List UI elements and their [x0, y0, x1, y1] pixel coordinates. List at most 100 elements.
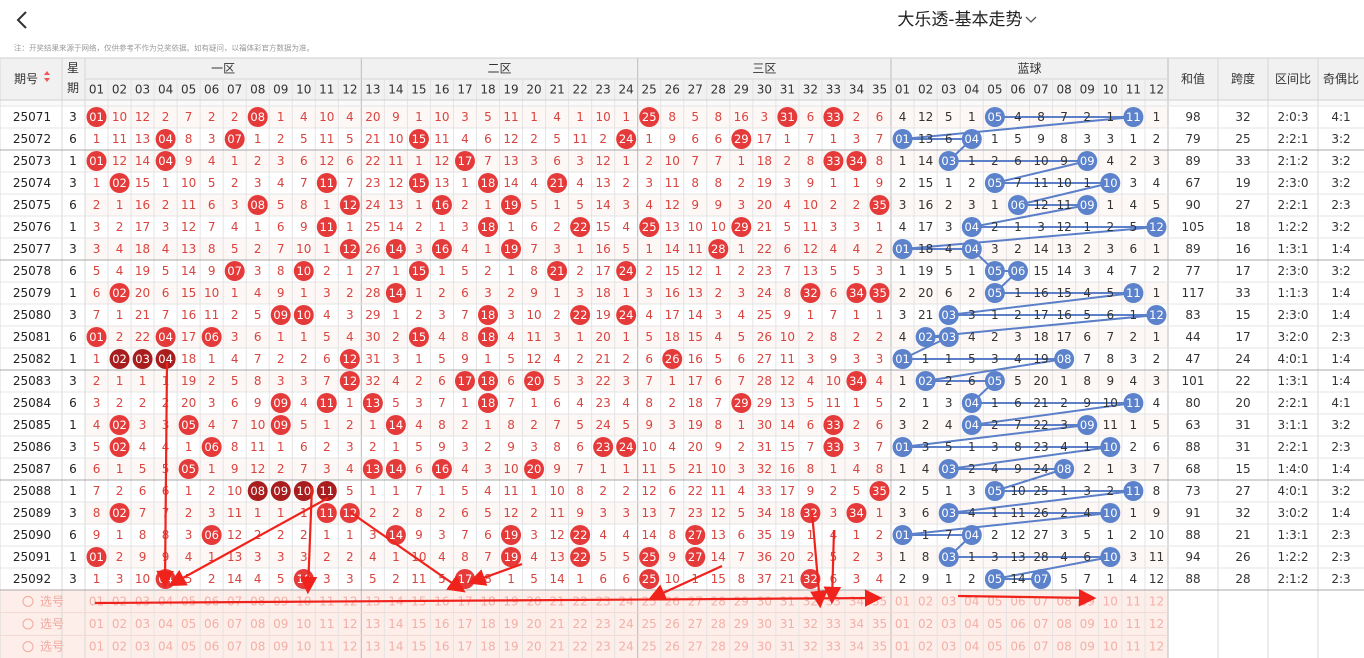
- pick-blue-number[interactable]: 02: [918, 594, 933, 608]
- back-button[interactable]: [16, 11, 27, 29]
- pick-blue-number[interactable]: 04: [964, 594, 979, 608]
- pick-blue-number[interactable]: 03: [941, 617, 956, 631]
- pick-blue-number[interactable]: 09: [1080, 594, 1095, 608]
- pick-red-number[interactable]: 18: [480, 640, 495, 654]
- pick-red-number[interactable]: 11: [319, 640, 334, 654]
- pick-red-number[interactable]: 22: [572, 594, 587, 608]
- pick-red-number[interactable]: 16: [434, 617, 449, 631]
- pick-red-number[interactable]: 29: [734, 640, 749, 654]
- pick-red-number[interactable]: 14: [388, 640, 403, 654]
- pick-red-number[interactable]: 33: [826, 594, 841, 608]
- pick-blue-number[interactable]: 01: [895, 640, 910, 654]
- pick-red-number[interactable]: 34: [849, 617, 864, 631]
- pick-radio[interactable]: [22, 595, 34, 607]
- pick-blue-number[interactable]: 06: [1010, 617, 1025, 631]
- pick-blue-number[interactable]: 03: [941, 594, 956, 608]
- pick-red-number[interactable]: 24: [619, 617, 634, 631]
- pick-red-number[interactable]: 03: [135, 640, 150, 654]
- pick-blue-number[interactable]: 05: [987, 594, 1002, 608]
- pick-red-number[interactable]: 01: [89, 617, 104, 631]
- pick-red-number[interactable]: 34: [849, 594, 864, 608]
- pick-red-number[interactable]: 04: [158, 640, 173, 654]
- pick-red-number[interactable]: 03: [135, 594, 150, 608]
- pick-red-number[interactable]: 22: [572, 640, 587, 654]
- pick-blue-number[interactable]: 11: [1126, 640, 1141, 654]
- pick-red-number[interactable]: 32: [803, 594, 818, 608]
- pick-radio[interactable]: [22, 641, 34, 653]
- pick-red-number[interactable]: 05: [181, 617, 196, 631]
- pick-red-number[interactable]: 35: [872, 617, 887, 631]
- pick-red-number[interactable]: 15: [411, 640, 426, 654]
- pick-red-number[interactable]: 26: [665, 640, 680, 654]
- pick-blue-number[interactable]: 04: [964, 640, 979, 654]
- pick-red-number[interactable]: 13: [365, 617, 380, 631]
- pick-red-number[interactable]: 13: [365, 640, 380, 654]
- pick-red-number[interactable]: 23: [596, 594, 611, 608]
- pick-red-number[interactable]: 01: [89, 640, 104, 654]
- pick-red-number[interactable]: 02: [112, 640, 127, 654]
- pick-red-number[interactable]: 11: [319, 617, 334, 631]
- pick-red-number[interactable]: 20: [526, 594, 541, 608]
- pick-radio[interactable]: [22, 618, 34, 630]
- pick-red-number[interactable]: 31: [780, 640, 795, 654]
- pick-red-number[interactable]: 20: [526, 617, 541, 631]
- pick-red-number[interactable]: 14: [388, 617, 403, 631]
- pick-red-number[interactable]: 19: [503, 617, 518, 631]
- pick-red-number[interactable]: 35: [872, 594, 887, 608]
- pick-blue-number[interactable]: 11: [1126, 594, 1141, 608]
- pick-red-number[interactable]: 21: [549, 594, 564, 608]
- pick-blue-number[interactable]: 12: [1149, 594, 1164, 608]
- pick-red-number[interactable]: 05: [181, 640, 196, 654]
- pick-red-number[interactable]: 17: [457, 640, 472, 654]
- pick-red-number[interactable]: 30: [757, 640, 772, 654]
- pick-blue-number[interactable]: 03: [941, 640, 956, 654]
- pick-red-number[interactable]: 17: [457, 617, 472, 631]
- pick-blue-number[interactable]: 05: [987, 640, 1002, 654]
- pick-blue-number[interactable]: 10: [1103, 640, 1118, 654]
- pick-red-number[interactable]: 18: [480, 617, 495, 631]
- pick-red-number[interactable]: 28: [711, 640, 726, 654]
- pick-blue-number[interactable]: 01: [895, 594, 910, 608]
- pick-red-number[interactable]: 27: [688, 640, 703, 654]
- pick-red-number[interactable]: 15: [411, 617, 426, 631]
- pick-red-number[interactable]: 09: [273, 617, 288, 631]
- pick-red-number[interactable]: 22: [572, 617, 587, 631]
- pick-red-number[interactable]: 21: [549, 617, 564, 631]
- pick-blue-number[interactable]: 07: [1033, 617, 1048, 631]
- pick-red-number[interactable]: 32: [803, 640, 818, 654]
- pick-blue-number[interactable]: 07: [1033, 640, 1048, 654]
- pick-red-number[interactable]: 23: [596, 640, 611, 654]
- pick-blue-number[interactable]: 01: [895, 617, 910, 631]
- pick-red-number[interactable]: 33: [826, 617, 841, 631]
- pick-red-number[interactable]: 33: [826, 640, 841, 654]
- pick-blue-number[interactable]: 12: [1149, 617, 1164, 631]
- pick-red-number[interactable]: 07: [227, 640, 242, 654]
- pick-red-number[interactable]: 24: [619, 640, 634, 654]
- pick-red-number[interactable]: 16: [434, 640, 449, 654]
- pick-red-number[interactable]: 07: [227, 617, 242, 631]
- pick-red-number[interactable]: 31: [780, 617, 795, 631]
- pick-blue-number[interactable]: 08: [1056, 640, 1071, 654]
- pick-blue-number[interactable]: 10: [1103, 594, 1118, 608]
- pick-red-number[interactable]: 02: [112, 617, 127, 631]
- pick-red-number[interactable]: 06: [204, 640, 219, 654]
- pick-red-number[interactable]: 04: [158, 617, 173, 631]
- pick-red-number[interactable]: 08: [250, 617, 265, 631]
- pick-blue-number[interactable]: 02: [918, 640, 933, 654]
- pick-red-number[interactable]: 24: [619, 594, 634, 608]
- pick-blue-number[interactable]: 05: [987, 617, 1002, 631]
- pick-red-number[interactable]: 28: [711, 617, 726, 631]
- pick-red-number[interactable]: 27: [688, 594, 703, 608]
- pick-red-number[interactable]: 35: [872, 640, 887, 654]
- pick-red-number[interactable]: 09: [273, 640, 288, 654]
- pick-red-number[interactable]: 29: [734, 594, 749, 608]
- pick-red-number[interactable]: 21: [549, 640, 564, 654]
- pick-blue-number[interactable]: 09: [1080, 617, 1095, 631]
- pick-red-number[interactable]: 02: [112, 594, 127, 608]
- pick-blue-number[interactable]: 02: [918, 617, 933, 631]
- pick-red-number[interactable]: 32: [803, 617, 818, 631]
- pick-blue-number[interactable]: 10: [1103, 617, 1118, 631]
- pick-red-number[interactable]: 03: [135, 617, 150, 631]
- title-dropdown[interactable]: [1025, 16, 1037, 23]
- pick-red-number[interactable]: 12: [342, 640, 357, 654]
